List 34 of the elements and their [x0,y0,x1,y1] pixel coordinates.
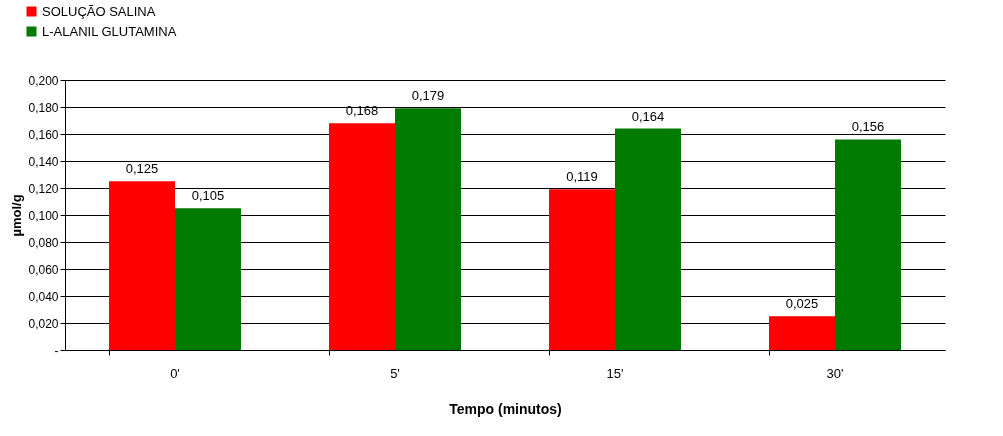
text: 0,164 [631,108,665,124]
legend-label: L-ALANIL GLUTAMINA [42,23,177,39]
y-tick-label: 0,100 [28,208,59,223]
bar [395,108,461,350]
x-tick-label: 15' [606,365,624,381]
text: 0,156 [851,119,885,135]
text: 0,125 [125,161,159,177]
bar [175,208,241,350]
y-tick-label: 0,120 [28,181,59,196]
bar [769,316,835,350]
y-tick-label: 0,140 [28,154,59,169]
y-tick-label: 0,020 [28,316,59,331]
x-tick-label: 30' [826,365,844,381]
bar [109,181,175,350]
x-tick-label: 0' [170,365,180,381]
y-tick-label: - [54,343,59,358]
text: 0,105 [191,188,225,204]
y-tick-label: 0,080 [28,235,59,250]
y-axis-title: µmol/g [9,194,25,237]
bar [615,128,681,350]
bar [549,189,615,350]
y-tick-label: 0,200 [28,73,59,88]
y-tick-label: 0,060 [28,262,59,277]
bar [835,139,901,350]
y-tick-label: 0,180 [28,100,59,115]
legend-label: SOLUÇÃO SALINA [42,3,156,19]
y-tick-label: 0,040 [28,289,59,304]
x-axis-title: Tempo (minutos) [449,400,562,417]
bar [329,123,395,350]
text: 0,119 [566,169,598,185]
y-tick-label: 0,160 [28,127,59,142]
x-tick-label: 5' [390,365,400,381]
text: 0,179 [411,88,445,104]
text: 0,025 [785,296,819,312]
